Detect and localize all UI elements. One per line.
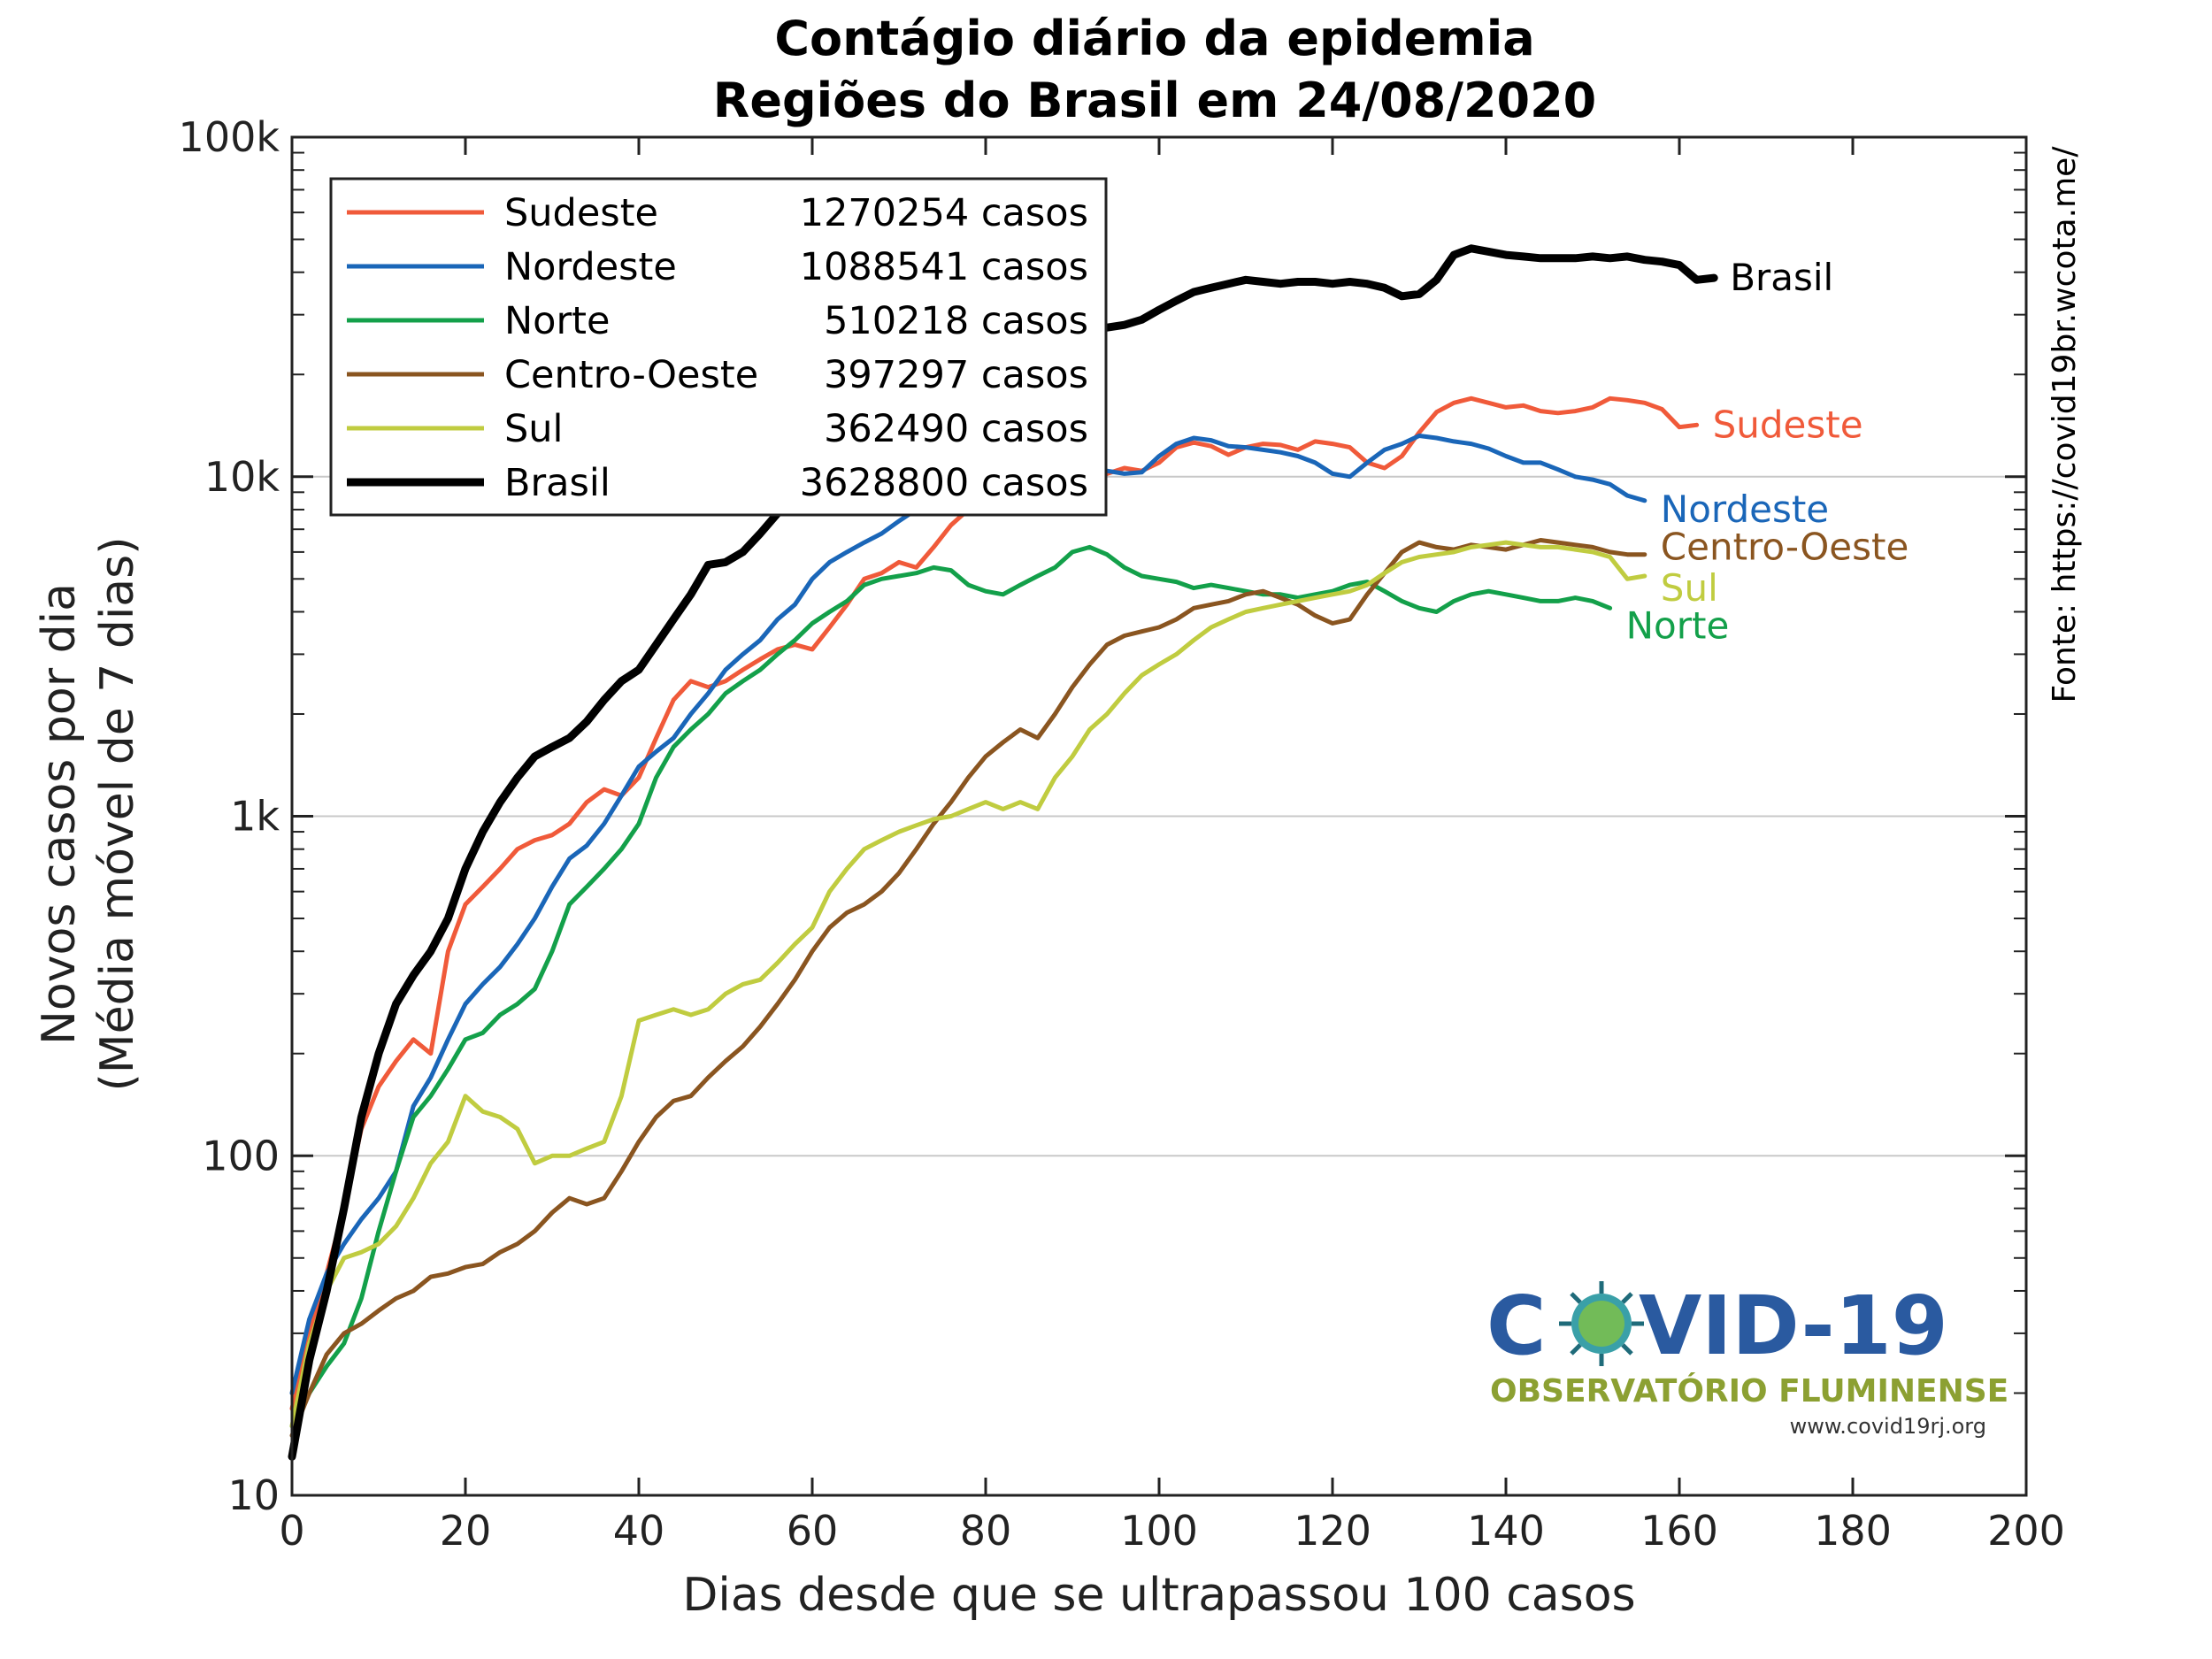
y-tick-label: 10: [227, 1471, 280, 1519]
virus-icon: [1559, 1281, 1644, 1366]
x-tick-label: 60: [787, 1507, 839, 1555]
logo-title-left: C: [1486, 1279, 1547, 1373]
legend-name-centro-oeste: Centro-Oeste: [504, 353, 758, 397]
y-axis-label-line2: (Média móvel de 7 dias): [91, 536, 144, 1091]
y-tick-label: 100k: [179, 113, 280, 161]
y-axis-label-line1: Novos casos por dia: [33, 583, 86, 1045]
legend-total-centro-oeste: 397297 casos: [824, 353, 1088, 397]
logo-subtitle: OBSERVATÓRIO FLUMINENSE: [1490, 1372, 2008, 1409]
x-axis: 0 20 40 60 80 100 120 140 160 180 200: [279, 137, 2065, 1555]
legend-total-brasil: 3628800 casos: [800, 461, 1088, 505]
x-tick-label: 140: [1467, 1507, 1545, 1555]
x-axis-label: Dias desde que se ultrapassou 100 casos: [682, 1569, 1635, 1622]
legend-name-sudeste: Sudeste: [504, 191, 658, 235]
y-axis: 10 100 1k 10k 100k: [179, 113, 2026, 1519]
series-line-sul: [289, 540, 1647, 1429]
end-label-norte: Norte: [1626, 603, 1730, 647]
series-line-norte: [289, 544, 1613, 1429]
legend-total-sul: 362490 casos: [824, 407, 1088, 451]
x-tick-label: 20: [440, 1507, 492, 1555]
legend-name-nordeste: Nordeste: [504, 245, 677, 289]
legend-total-sudeste: 1270254 casos: [800, 191, 1088, 235]
y-tick-label: 100: [202, 1132, 280, 1179]
end-label-sudeste: Sudeste: [1713, 403, 1863, 446]
legend-name-norte: Norte: [504, 299, 610, 343]
legend: Sudeste 1270254 casos Nordeste 1088541 caso…: [329, 177, 1108, 517]
x-tick-label: 120: [1294, 1507, 1371, 1555]
x-tick-label: 80: [960, 1507, 1012, 1555]
legend-total-nordeste: 1088541 casos: [800, 245, 1088, 289]
end-label-brasil: Brasil: [1730, 256, 1833, 299]
minor-ticks: [292, 151, 2026, 1394]
end-label-nordeste: Nordeste: [1661, 488, 1829, 531]
x-tick-label: 40: [613, 1507, 665, 1555]
end-label-centro-oeste: Centro-Oeste: [1661, 526, 1909, 569]
y-tick-label: 10k: [204, 453, 280, 501]
x-tick-label: 200: [1987, 1507, 2065, 1555]
logo-title-right: VID-19: [1639, 1279, 1948, 1373]
series-line-centro-oeste: [289, 538, 1647, 1438]
legend-name-brasil: Brasil: [504, 461, 611, 505]
end-label-sul: Sul: [1661, 566, 1718, 610]
legend-box: [329, 177, 1108, 517]
y-tick-label: 1k: [230, 793, 280, 841]
legend-name-sul: Sul: [504, 407, 564, 451]
x-tick-label: 180: [1814, 1507, 1892, 1555]
x-tick-label: 100: [1120, 1507, 1198, 1555]
source-note: Fonte: https://covid19br.wcota.me/: [2047, 146, 2083, 703]
x-tick-label: 160: [1640, 1507, 1718, 1555]
chart-subtitle: Regiões do Brasil em 24/08/2020: [713, 73, 1597, 128]
logo-url: www.covid19rj.org: [1790, 1414, 1986, 1439]
x-tick-label: 0: [279, 1507, 304, 1555]
chart-title: Contágio diário da epidemia: [774, 11, 1534, 66]
covid19-logo: C VID-19 OBSERVATÓRIO FLUMINENSE www.cov…: [1486, 1279, 2008, 1439]
legend-total-norte: 510218 casos: [824, 299, 1088, 343]
